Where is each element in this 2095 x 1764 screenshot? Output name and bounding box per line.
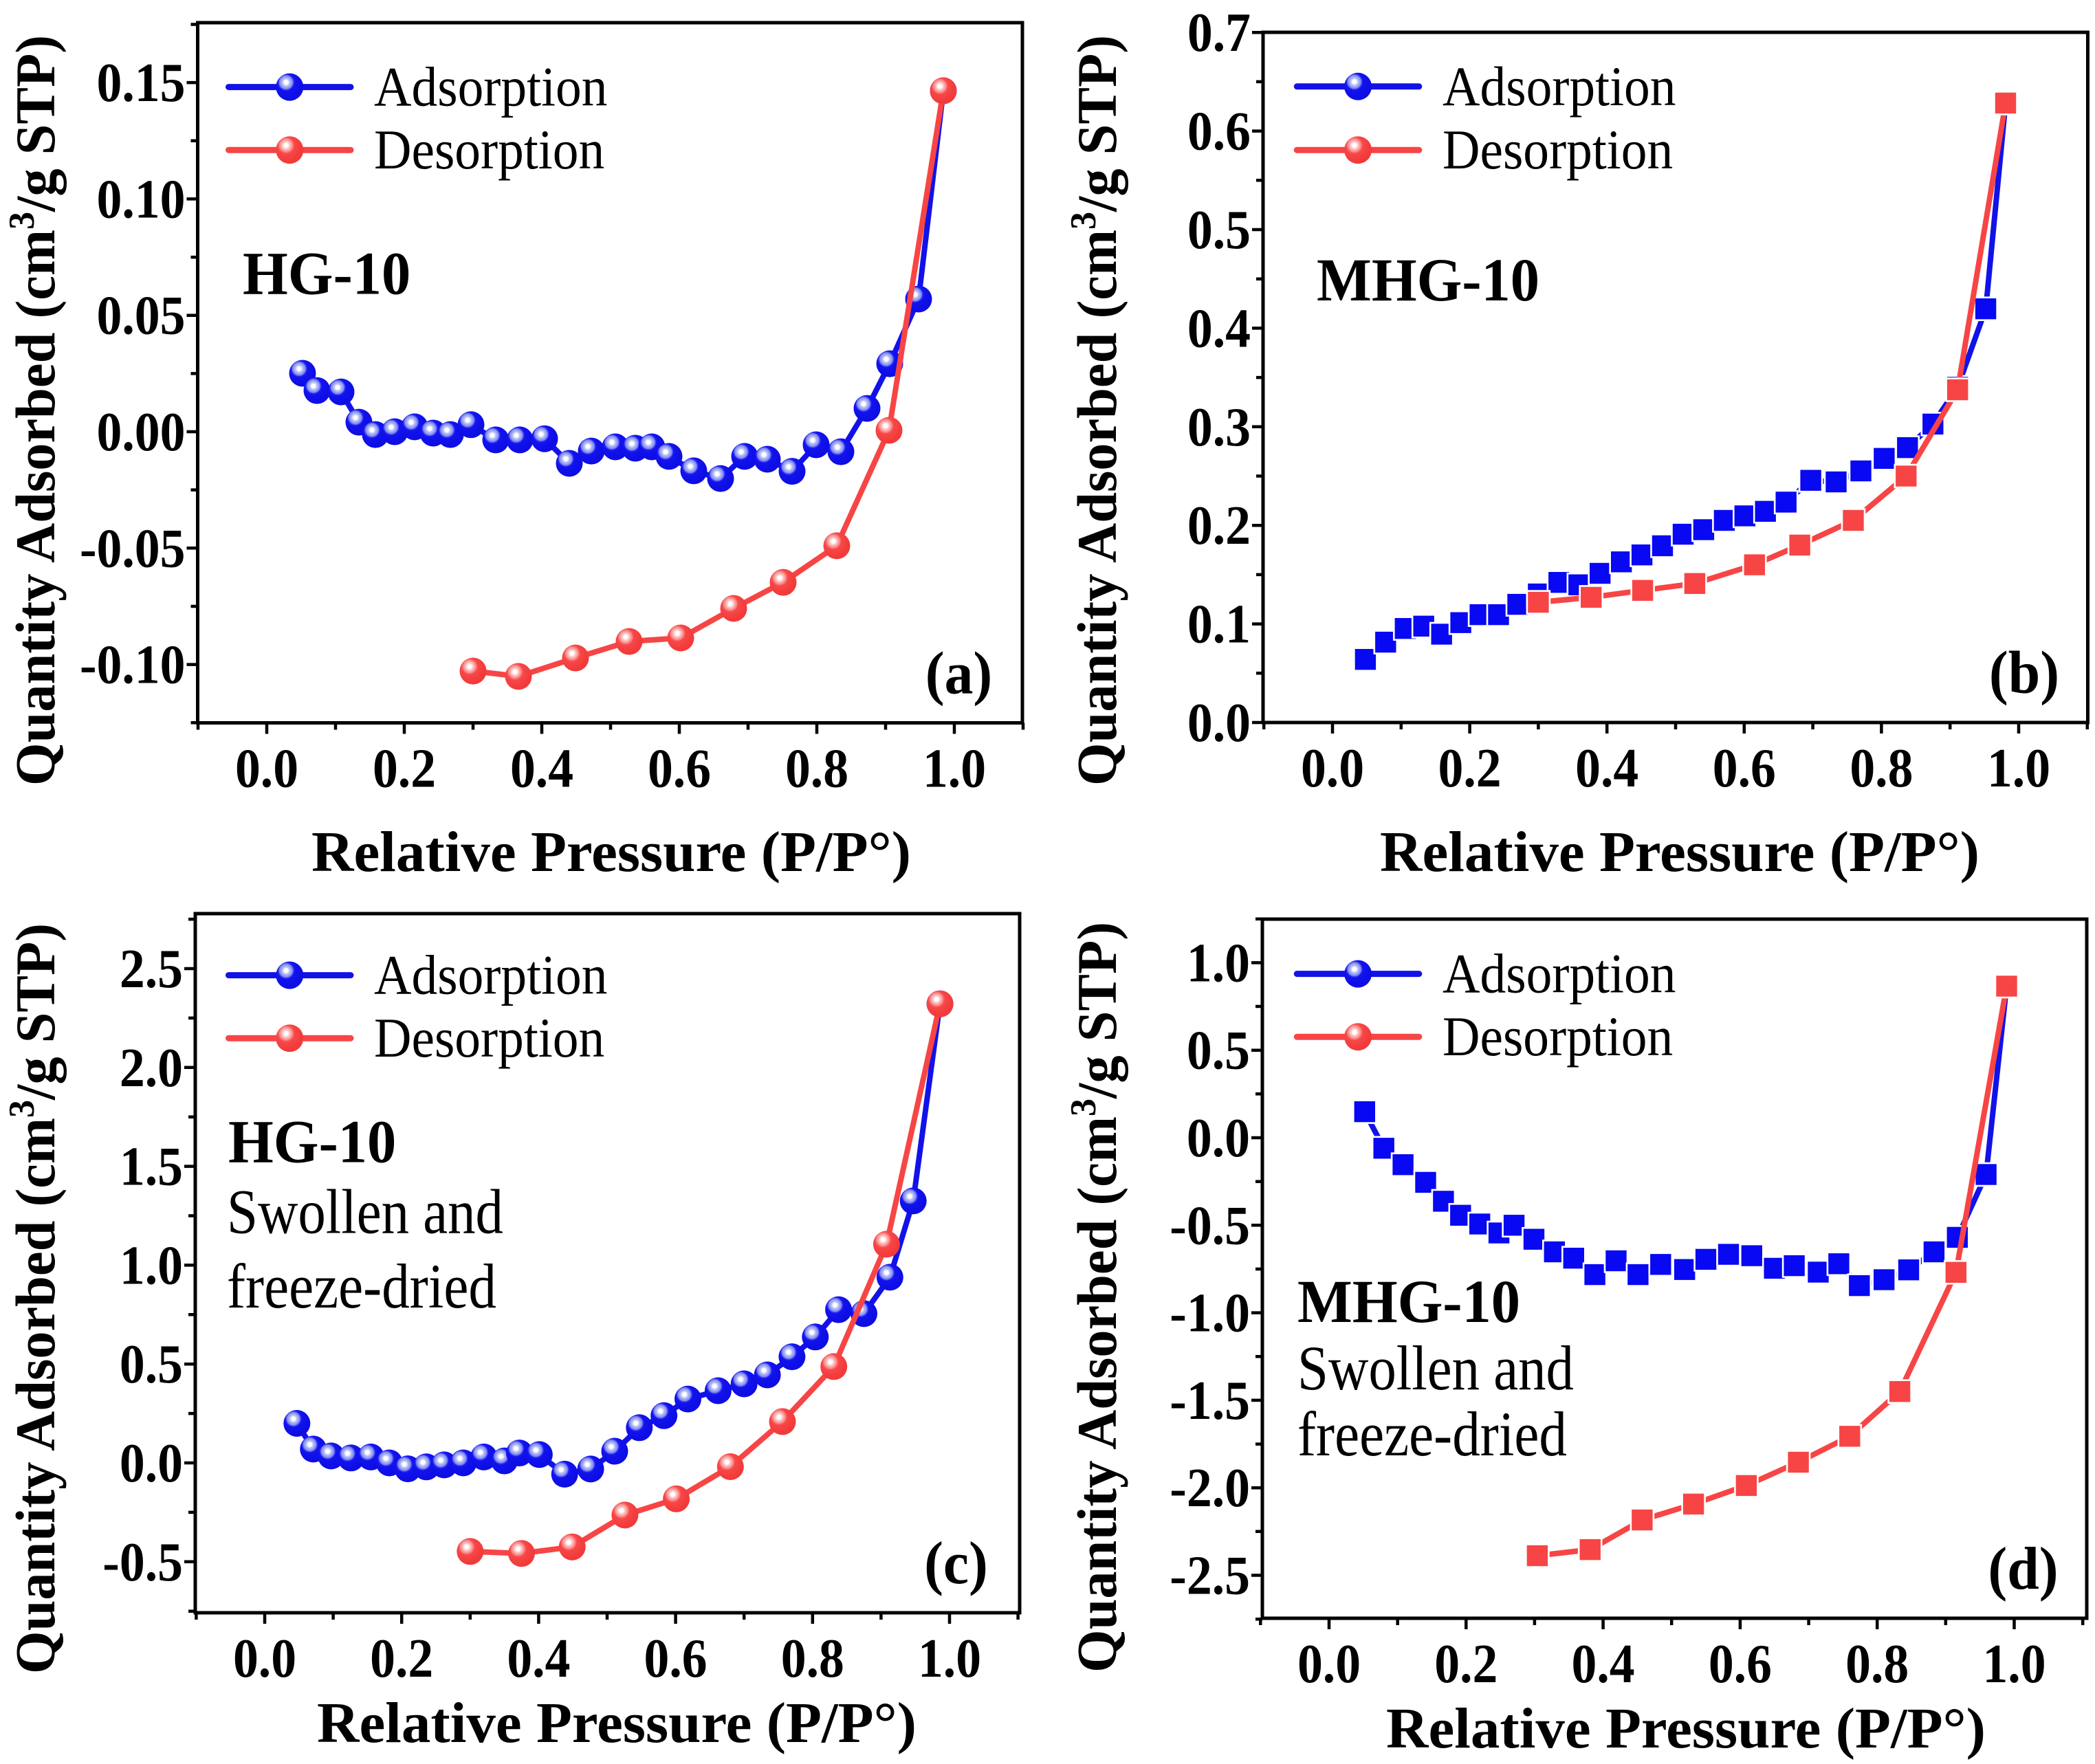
svg-text:Quantity Adsorbed (cm: Quantity Adsorbed (cm [1066, 1116, 1128, 1673]
svg-text:Relative Pressure (P/P°): Relative Pressure (P/P°) [1380, 820, 1979, 884]
svg-text:2.5: 2.5 [120, 938, 183, 1000]
svg-text:Relative Pressure (P/P°): Relative Pressure (P/P°) [317, 1691, 917, 1755]
svg-text:2.0: 2.0 [120, 1037, 183, 1099]
svg-text:0.3: 0.3 [1187, 396, 1251, 458]
svg-text:0.8: 0.8 [1850, 737, 1913, 799]
svg-text:0.5: 0.5 [120, 1333, 183, 1395]
svg-text:Relative Pressure (P/P°): Relative Pressure (P/P°) [311, 820, 911, 884]
svg-text:freeze-dried: freeze-dried [1297, 1399, 1567, 1469]
svg-text:(c): (c) [924, 1530, 988, 1597]
svg-text:Swollen and: Swollen and [1297, 1333, 1574, 1403]
svg-text:-2.0: -2.0 [1170, 1457, 1250, 1519]
svg-text:Quantity Adsorbed (cm: Quantity Adsorbed (cm [1066, 230, 1128, 786]
svg-text:0.0: 0.0 [120, 1432, 183, 1494]
svg-text:Adsorption: Adsorption [374, 944, 608, 1006]
svg-text:0.15: 0.15 [97, 52, 186, 113]
svg-text:-0.5: -0.5 [102, 1531, 183, 1593]
svg-text:freeze-dried: freeze-dried [227, 1251, 496, 1321]
svg-text:-1.0: -1.0 [1170, 1282, 1250, 1344]
svg-text:0.2: 0.2 [1187, 494, 1251, 556]
svg-text:-2.5: -2.5 [1170, 1545, 1250, 1607]
svg-text:/g STP): /g STP) [4, 923, 67, 1101]
svg-text:0.2: 0.2 [370, 1627, 433, 1689]
svg-text:0.5: 0.5 [1187, 199, 1251, 261]
svg-text:/g STP): /g STP) [4, 35, 67, 212]
svg-text:0.0: 0.0 [1297, 1633, 1361, 1695]
svg-text:0.2: 0.2 [1438, 737, 1502, 799]
svg-text:Desorption: Desorption [374, 118, 604, 181]
svg-text:Adsorption: Adsorption [1443, 942, 1676, 1005]
svg-text:(b): (b) [1989, 640, 2059, 707]
svg-text:HG-10: HG-10 [228, 1109, 396, 1176]
svg-text:(d): (d) [1988, 1536, 2058, 1602]
svg-text:0.6: 0.6 [1187, 100, 1251, 162]
svg-text:0.4: 0.4 [1572, 1633, 1635, 1695]
svg-text:0.0: 0.0 [235, 738, 298, 800]
svg-text:1.0: 1.0 [1987, 737, 2050, 799]
svg-text:Relative Pressure (P/P°): Relative Pressure (P/P°) [1386, 1697, 1986, 1761]
svg-text:0.2: 0.2 [373, 738, 436, 800]
svg-text:0.6: 0.6 [648, 738, 711, 800]
svg-text:1.0: 1.0 [1187, 931, 1250, 993]
svg-text:0.00: 0.00 [97, 401, 186, 463]
svg-text:0.6: 0.6 [1709, 1633, 1772, 1695]
svg-text:1.0: 1.0 [918, 1627, 981, 1689]
svg-text:MHG-10: MHG-10 [1317, 247, 1539, 314]
svg-text:Quantity Adsorbed (cm: Quantity Adsorbed (cm [4, 1118, 67, 1674]
svg-text:Adsorption: Adsorption [1443, 55, 1676, 118]
svg-text:0.4: 0.4 [1187, 297, 1251, 359]
svg-text:/g STP): /g STP) [1066, 35, 1128, 212]
svg-text:0.0: 0.0 [233, 1627, 296, 1689]
svg-text:Desorption: Desorption [374, 1006, 604, 1069]
svg-text:0.4: 0.4 [510, 738, 573, 800]
svg-text:0.1: 0.1 [1187, 593, 1251, 655]
svg-text:0.8: 0.8 [1845, 1633, 1909, 1695]
svg-text:/g STP): /g STP) [1066, 922, 1128, 1099]
svg-text:1.5: 1.5 [120, 1136, 183, 1198]
svg-text:0.10: 0.10 [97, 168, 186, 230]
svg-text:Quantity Adsorbed (cm: Quantity Adsorbed (cm [4, 230, 67, 786]
svg-text:-1.5: -1.5 [1170, 1369, 1250, 1431]
svg-text:0.8: 0.8 [781, 1627, 844, 1689]
svg-text:0.0: 0.0 [1187, 1107, 1250, 1169]
svg-text:1.0: 1.0 [923, 738, 986, 800]
svg-text:-0.10: -0.10 [80, 634, 186, 696]
svg-text:(a): (a) [925, 641, 993, 707]
svg-text:3: 3 [2, 1100, 42, 1118]
svg-text:Swollen and: Swollen and [227, 1177, 503, 1247]
svg-text:0.8: 0.8 [785, 738, 848, 800]
svg-text:Desorption: Desorption [1443, 1005, 1673, 1068]
svg-text:0.0: 0.0 [1187, 692, 1251, 753]
svg-text:0.4: 0.4 [1575, 737, 1638, 799]
svg-text:3: 3 [2, 212, 42, 230]
svg-text:0.7: 0.7 [1187, 1, 1251, 63]
svg-text:1.0: 1.0 [1982, 1633, 2045, 1695]
svg-text:Adsorption: Adsorption [374, 56, 608, 118]
svg-text:0.05: 0.05 [97, 285, 186, 346]
svg-text:0.5: 0.5 [1187, 1019, 1250, 1081]
svg-text:0.0: 0.0 [1301, 737, 1364, 799]
svg-text:-0.05: -0.05 [80, 517, 186, 579]
svg-text:0.4: 0.4 [507, 1627, 570, 1689]
svg-text:0.6: 0.6 [1713, 737, 1776, 799]
svg-text:1.0: 1.0 [120, 1234, 183, 1296]
svg-text:3: 3 [1064, 1099, 1104, 1116]
svg-text:0.6: 0.6 [644, 1627, 708, 1689]
svg-text:MHG-10: MHG-10 [1297, 1268, 1520, 1336]
svg-text:0.2: 0.2 [1434, 1633, 1498, 1695]
svg-text:3: 3 [1064, 212, 1104, 230]
svg-text:HG-10: HG-10 [243, 241, 410, 308]
svg-text:-0.5: -0.5 [1170, 1194, 1250, 1256]
svg-text:Desorption: Desorption [1443, 118, 1673, 181]
